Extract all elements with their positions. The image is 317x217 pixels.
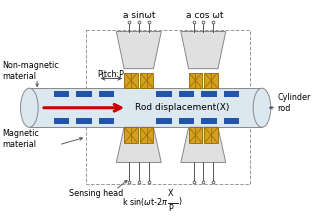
Polygon shape: [116, 127, 161, 163]
Bar: [204, 72, 218, 88]
Text: Rod displacement(X): Rod displacement(X): [135, 103, 229, 112]
Bar: [224, 118, 239, 124]
Bar: [224, 91, 239, 97]
Text: Pitch:P: Pitch:P: [97, 70, 124, 79]
Bar: [156, 118, 172, 124]
Bar: [204, 127, 218, 143]
Polygon shape: [181, 31, 226, 69]
Bar: [140, 72, 153, 88]
Text: Sensing head: Sensing head: [69, 189, 123, 198]
Polygon shape: [181, 127, 226, 163]
Bar: [124, 127, 138, 143]
Bar: [54, 91, 69, 97]
Bar: [140, 127, 153, 143]
Text: P: P: [168, 204, 173, 212]
Bar: [76, 118, 92, 124]
Bar: [86, 30, 250, 184]
Bar: [124, 72, 138, 88]
Bar: [76, 91, 92, 97]
Bar: [29, 88, 262, 127]
Text: Non-magnetic
material: Non-magnetic material: [2, 61, 59, 81]
Text: a sinωt: a sinωt: [123, 11, 155, 20]
Text: X: X: [168, 189, 174, 198]
Text: Cylinder
rod: Cylinder rod: [278, 93, 311, 113]
Text: a cos ωt: a cos ωt: [186, 11, 224, 20]
Bar: [179, 118, 195, 124]
Bar: [201, 118, 217, 124]
Polygon shape: [116, 31, 161, 69]
Text: Magnetic
material: Magnetic material: [2, 129, 39, 149]
Text: k sin($\omega$t-2$\pi$: k sin($\omega$t-2$\pi$: [122, 196, 168, 208]
Text: ): ): [179, 197, 182, 206]
Bar: [99, 118, 114, 124]
Ellipse shape: [21, 88, 38, 127]
Bar: [189, 72, 202, 88]
Bar: [99, 91, 114, 97]
Bar: [201, 91, 217, 97]
Bar: [156, 91, 172, 97]
Bar: [179, 91, 195, 97]
Bar: [54, 118, 69, 124]
Ellipse shape: [253, 88, 271, 127]
Bar: [189, 127, 202, 143]
